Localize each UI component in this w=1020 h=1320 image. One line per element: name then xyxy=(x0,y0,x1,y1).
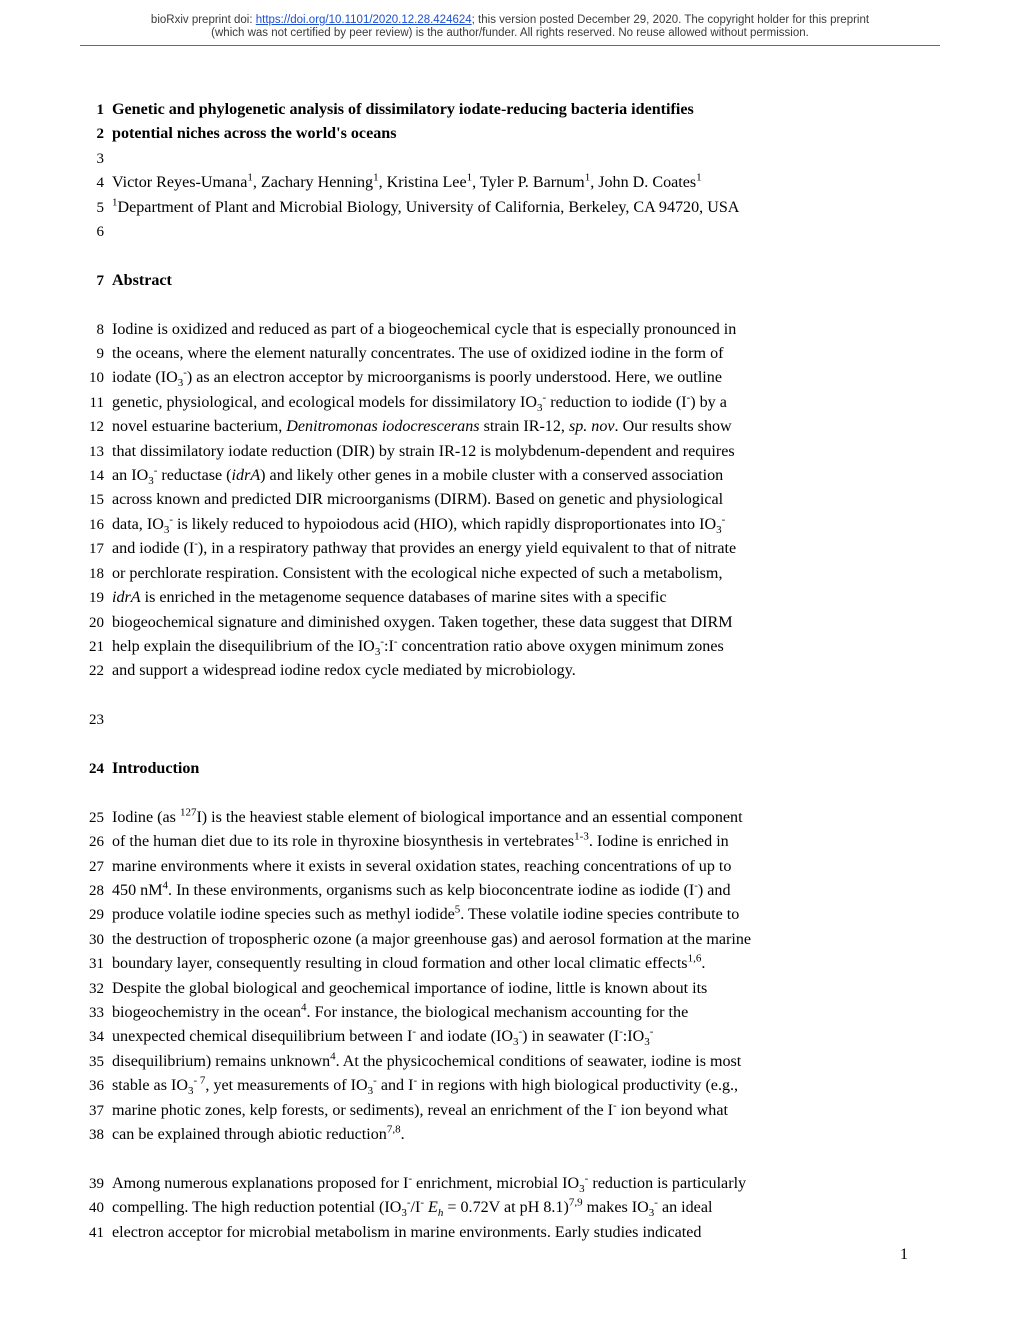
line-number: 17 xyxy=(78,537,104,561)
abstract-line: 15across known and predicted DIR microor… xyxy=(112,488,938,512)
intro-line: 40compelling. The high reduction potenti… xyxy=(112,1196,938,1220)
line-number: 8 xyxy=(78,318,104,342)
line-number: 35 xyxy=(78,1050,104,1074)
abstract-line: 8Iodine is oxidized and reduced as part … xyxy=(112,318,938,342)
line-number: 14 xyxy=(78,464,104,488)
body-content: 1Genetic and phylogenetic analysis of di… xyxy=(112,98,938,1245)
intro-line: 41electron acceptor for microbial metabo… xyxy=(112,1221,938,1245)
line-number: 38 xyxy=(78,1123,104,1147)
line-number: 40 xyxy=(78,1196,104,1220)
intro-line: 38can be explained through abiotic reduc… xyxy=(112,1123,938,1147)
line-number: 32 xyxy=(78,977,104,1001)
abstract-line: 14an IO3- reductase (idrA) and likely ot… xyxy=(112,464,938,488)
page-number: 1 xyxy=(900,1246,908,1264)
title-line-2: 2potential niches across the world's oce… xyxy=(112,122,938,146)
intro-line: 32Despite the global biological and geoc… xyxy=(112,977,938,1001)
line-number: 20 xyxy=(78,611,104,635)
preprint-header: bioRxiv preprint doi: https://doi.org/10… xyxy=(0,0,1020,46)
line-number: 22 xyxy=(78,659,104,683)
intro-line: 28450 nM4. In these environments, organi… xyxy=(112,879,938,903)
intro-line: 37marine photic zones, kelp forests, or … xyxy=(112,1099,938,1123)
abstract-heading: 7Abstract xyxy=(112,269,938,293)
line-number: 41 xyxy=(78,1221,104,1245)
affiliation-line: 51Department of Plant and Microbial Biol… xyxy=(112,196,938,220)
intro-line: 36stable as IO3- 7, yet measurements of … xyxy=(112,1074,938,1098)
line-number: 28 xyxy=(78,879,104,903)
authors-line: 4Victor Reyes-Umana1, Zachary Henning1, … xyxy=(112,171,938,195)
line-number: 31 xyxy=(78,952,104,976)
header-line-2: (which was not certified by peer review)… xyxy=(0,27,1020,39)
line-number: 34 xyxy=(78,1025,104,1049)
line-number: 21 xyxy=(78,635,104,659)
blank-line: 23 xyxy=(112,708,938,732)
line-number: 18 xyxy=(78,562,104,586)
header-pre: bioRxiv preprint doi: xyxy=(151,14,256,26)
line-number: 16 xyxy=(78,513,104,537)
abstract-line: 17and iodide (I-), in a respiratory path… xyxy=(112,537,938,561)
header-line-1: bioRxiv preprint doi: https://doi.org/10… xyxy=(0,14,1020,26)
abstract-line: 12novel estuarine bacterium, Denitromona… xyxy=(112,415,938,439)
intro-line: 30the destruction of tropospheric ozone … xyxy=(112,928,938,952)
line-number: 37 xyxy=(78,1099,104,1123)
line-number: 15 xyxy=(78,488,104,512)
line-number: 27 xyxy=(78,855,104,879)
line-number: 24 xyxy=(78,757,104,781)
line-number: 26 xyxy=(78,830,104,854)
line-number: 39 xyxy=(78,1172,104,1196)
intro-line: 27marine environments where it exists in… xyxy=(112,855,938,879)
intro-line: 25Iodine (as 127I) is the heaviest stabl… xyxy=(112,806,938,830)
intro-line: 29produce volatile iodine species such a… xyxy=(112,903,938,927)
line-number: 1 xyxy=(78,98,104,122)
line-number: 11 xyxy=(78,391,104,415)
intro-line: 39Among numerous explanations proposed f… xyxy=(112,1172,938,1196)
line-number: 12 xyxy=(78,415,104,439)
line-number: 29 xyxy=(78,903,104,927)
abstract-line: 9the oceans, where the element naturally… xyxy=(112,342,938,366)
introduction-heading: 24Introduction xyxy=(112,757,938,781)
abstract-line: 18or perchlorate respiration. Consistent… xyxy=(112,562,938,586)
line-number: 23 xyxy=(78,708,104,732)
abstract-line: 10iodate (IO3-) as an electron acceptor … xyxy=(112,366,938,390)
line-number: 9 xyxy=(78,342,104,366)
line-number: 13 xyxy=(78,440,104,464)
page: bioRxiv preprint doi: https://doi.org/10… xyxy=(0,0,1020,1320)
header-rule xyxy=(80,45,940,46)
abstract-line: 19idrA is enriched in the metagenome seq… xyxy=(112,586,938,610)
line-number: 10 xyxy=(78,366,104,390)
intro-line: 35disequilibrium) remains unknown4. At t… xyxy=(112,1050,938,1074)
abstract-line: 20biogeochemical signature and diminishe… xyxy=(112,611,938,635)
intro-line: 31boundary layer, consequently resulting… xyxy=(112,952,938,976)
line-number: 33 xyxy=(78,1001,104,1025)
abstract-line: 16data, IO3- is likely reduced to hypoio… xyxy=(112,513,938,537)
line-number: 6 xyxy=(78,220,104,244)
header-post: ; this version posted December 29, 2020.… xyxy=(472,14,869,26)
line-number: 5 xyxy=(78,196,104,220)
intro-line: 33biogeochemistry in the ocean4. For ins… xyxy=(112,1001,938,1025)
line-number: 19 xyxy=(78,586,104,610)
doi-link[interactable]: https://doi.org/10.1101/2020.12.28.42462… xyxy=(256,14,472,26)
abstract-line: 22and support a widespread iodine redox … xyxy=(112,659,938,683)
line-number: 4 xyxy=(78,171,104,195)
blank-line: 3 xyxy=(112,147,938,171)
line-number: 3 xyxy=(78,147,104,171)
abstract-line: 21help explain the disequilibrium of the… xyxy=(112,635,938,659)
abstract-line: 11genetic, physiological, and ecological… xyxy=(112,391,938,415)
abstract-line: 13that dissimilatory iodate reduction (D… xyxy=(112,440,938,464)
blank-line: 6 xyxy=(112,220,938,244)
line-number: 25 xyxy=(78,806,104,830)
line-number: 7 xyxy=(78,269,104,293)
line-number: 36 xyxy=(78,1074,104,1098)
line-number: 30 xyxy=(78,928,104,952)
intro-line: 26of the human diet due to its role in t… xyxy=(112,830,938,854)
title-line-1: 1Genetic and phylogenetic analysis of di… xyxy=(112,98,938,122)
line-number: 2 xyxy=(78,122,104,146)
intro-line: 34unexpected chemical disequilibrium bet… xyxy=(112,1025,938,1049)
